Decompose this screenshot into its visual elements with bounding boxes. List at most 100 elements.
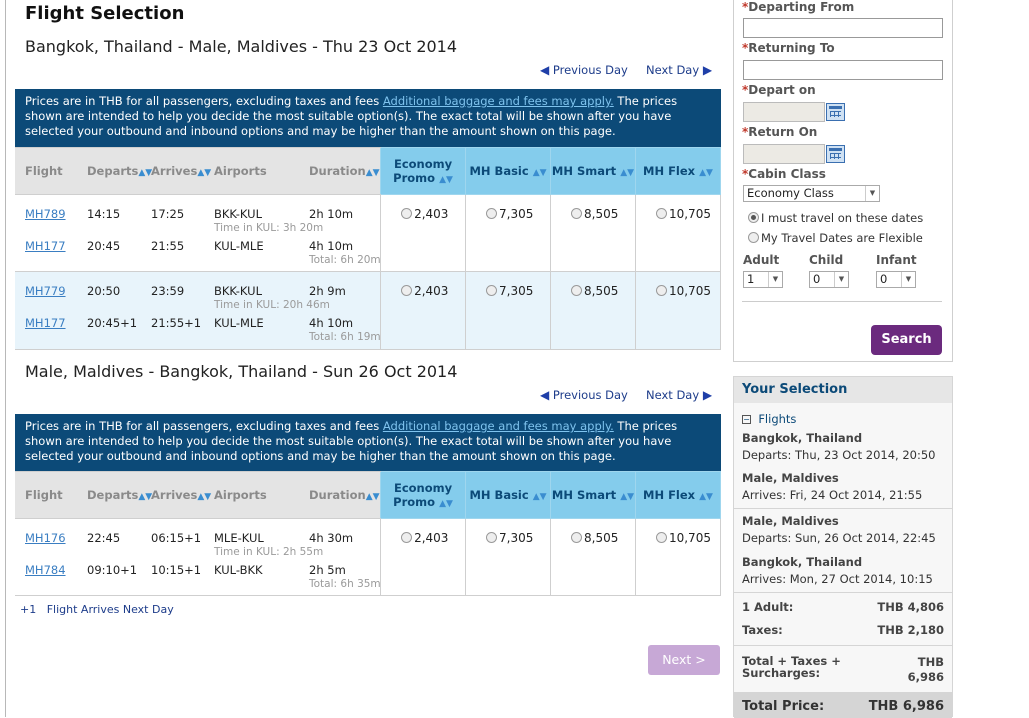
flight-number-link[interactable]: MH789 — [25, 207, 66, 221]
fare-mh-smart[interactable]: 8,505 — [550, 271, 636, 350]
fare-radio[interactable] — [486, 208, 498, 219]
radio-selected[interactable] — [748, 212, 759, 223]
header-mh-flex[interactable]: MH Flex ▲▼ — [634, 471, 722, 519]
fare-economy-promo[interactable]: 2,403 — [380, 194, 467, 272]
departs-time: 14:15 — [87, 207, 121, 221]
header-mh-basic[interactable]: MH Basic ▲▼ — [465, 147, 551, 195]
fare-mh-basic[interactable]: 7,305 — [465, 518, 551, 596]
header-mh-smart[interactable]: MH Smart ▲▼ — [550, 471, 636, 519]
inbound-next-day-link[interactable]: Next Day ▶ — [646, 388, 712, 402]
notice-text-continued: The prices shown are intended to help yo… — [25, 419, 678, 463]
child-label: Child — [809, 253, 844, 267]
next-day-legend: +1 Flight Arrives Next Day — [20, 603, 174, 616]
sort-icon: ▲▼ — [197, 168, 212, 178]
flight-number-link[interactable]: MH177 — [25, 239, 66, 253]
fare-radio[interactable] — [571, 208, 582, 219]
outbound-next-day-link[interactable]: Next Day ▶ — [646, 63, 712, 77]
sort-icon: ▲▼ — [365, 168, 380, 178]
fare-radio[interactable] — [571, 532, 582, 543]
fare-radio[interactable] — [571, 285, 582, 296]
divider — [734, 508, 952, 509]
page-left-border — [5, 0, 6, 717]
fare-economy-promo[interactable]: 2,403 — [380, 271, 467, 350]
adult-label: Adult — [743, 253, 780, 267]
outbound-previous-day-link[interactable]: ◀ Previous Day — [540, 63, 628, 77]
fare-mh-flex[interactable]: 10,705 — [634, 194, 722, 272]
fare-radio[interactable] — [486, 532, 498, 543]
flights-toggle[interactable]: − Flights — [742, 412, 797, 426]
sort-icon: ▲▼ — [620, 168, 635, 178]
header-departs-sort[interactable]: Departs▲▼ — [87, 488, 153, 502]
arrives-time: 21:55+1 — [151, 316, 202, 330]
fare-radio[interactable] — [401, 532, 413, 543]
flexible-dates-option[interactable]: My Travel Dates are Flexible — [748, 231, 923, 245]
calendar-icon[interactable] — [826, 145, 845, 163]
baggage-fees-link[interactable]: Additional baggage and fees may apply. — [382, 94, 614, 108]
header-arrives-sort[interactable]: Arrives▲▼ — [151, 488, 212, 502]
fare-mh-basic[interactable]: 7,305 — [465, 194, 551, 272]
duration: 4h 10m — [309, 239, 354, 253]
arrow-left-icon: ◀ — [540, 63, 550, 77]
sort-icon: ▲▼ — [138, 168, 153, 178]
depart-on-date-input[interactable] — [743, 102, 825, 122]
next-button[interactable]: Next > — [648, 645, 720, 675]
departs-time: 20:50 — [87, 284, 121, 298]
header-mh-basic[interactable]: MH Basic ▲▼ — [465, 471, 551, 519]
fare-radio[interactable] — [401, 285, 413, 296]
fare-radio[interactable] — [486, 285, 498, 296]
flight-number-link[interactable]: MH779 — [25, 284, 66, 298]
airports-code: KUL-BKK — [214, 563, 263, 577]
header-economy-promo[interactable]: Economy Promo ▲▼ — [380, 147, 467, 195]
header-arrives-sort[interactable]: Arrives▲▼ — [151, 164, 212, 178]
inbound-previous-day-link[interactable]: ◀ Previous Day — [540, 388, 628, 402]
total-taxes-surcharges-value: THB 6,986 — [907, 655, 944, 684]
sort-icon: ▲▼ — [699, 492, 713, 502]
transit-time: Time in KUL: 20h 46m — [214, 299, 330, 311]
fare-radio[interactable] — [655, 532, 667, 543]
cabin-class-label: *Cabin Class — [742, 167, 826, 181]
cabin-class-select[interactable]: Economy Class ▼ — [743, 185, 880, 202]
fare-mh-basic[interactable]: 7,305 — [465, 271, 551, 350]
child-count-select[interactable]: 0 ▼ — [809, 271, 849, 288]
fare-mh-flex[interactable]: 10,705 — [634, 271, 722, 350]
chevron-down-icon: ▼ — [768, 272, 782, 287]
return-on-label: *Return On — [742, 125, 818, 139]
flight-number-link[interactable]: MH177 — [25, 316, 66, 330]
infant-count-select[interactable]: 0 ▼ — [876, 271, 916, 288]
radio-unselected[interactable] — [748, 232, 759, 243]
table-row: MH176 22:45 06:15+1 MLE-KUL 4h 30m Time … — [15, 518, 722, 596]
arrives-time: 06:15+1 — [151, 531, 202, 545]
fixed-dates-option[interactable]: I must travel on these dates — [748, 211, 923, 225]
adult-count-select[interactable]: 1 ▼ — [743, 271, 783, 288]
header-info: Flight Departs▲▼ Arrives▲▼ Airports Dura… — [15, 471, 381, 519]
return-on-date-input[interactable] — [743, 144, 825, 164]
header-duration-sort[interactable]: Duration▲▼ — [309, 488, 380, 502]
fare-mh-smart[interactable]: 8,505 — [550, 518, 636, 596]
inbound-destination: Bangkok, Thailand — [742, 555, 863, 569]
flight-number-link[interactable]: MH784 — [25, 563, 66, 577]
fare-radio[interactable] — [655, 285, 667, 296]
calendar-icon[interactable] — [826, 103, 845, 121]
header-departs-sort[interactable]: Departs▲▼ — [87, 164, 153, 178]
transit-time: Time in KUL: 2h 55m — [214, 546, 324, 558]
fare-radio[interactable] — [655, 208, 667, 219]
sort-icon: ▲▼ — [439, 499, 453, 509]
fare-radio[interactable] — [401, 208, 413, 219]
returning-to-input[interactable] — [743, 60, 943, 80]
flight-info-cell: MH176 22:45 06:15+1 MLE-KUL 4h 30m Time … — [15, 518, 381, 596]
baggage-fees-link[interactable]: Additional baggage and fees may apply. — [382, 419, 614, 433]
next-day-label: Next Day — [646, 63, 700, 77]
fare-economy-promo[interactable]: 2,403 — [380, 518, 467, 596]
your-selection-title: Your Selection — [734, 377, 952, 403]
transit-time: Time in KUL: 3h 20m — [214, 222, 324, 234]
outbound-arrives: Arrives: Fri, 24 Oct 2014, 21:55 — [742, 488, 923, 502]
header-economy-promo[interactable]: Economy Promo ▲▼ — [380, 471, 467, 519]
header-mh-flex[interactable]: MH Flex ▲▼ — [634, 147, 722, 195]
flight-number-link[interactable]: MH176 — [25, 531, 66, 545]
departing-from-input[interactable] — [743, 18, 943, 38]
fare-mh-smart[interactable]: 8,505 — [550, 194, 636, 272]
header-duration-sort[interactable]: Duration▲▼ — [309, 164, 380, 178]
search-button[interactable]: Search — [871, 325, 942, 355]
fare-mh-flex[interactable]: 10,705 — [634, 518, 722, 596]
header-mh-smart[interactable]: MH Smart ▲▼ — [550, 147, 636, 195]
